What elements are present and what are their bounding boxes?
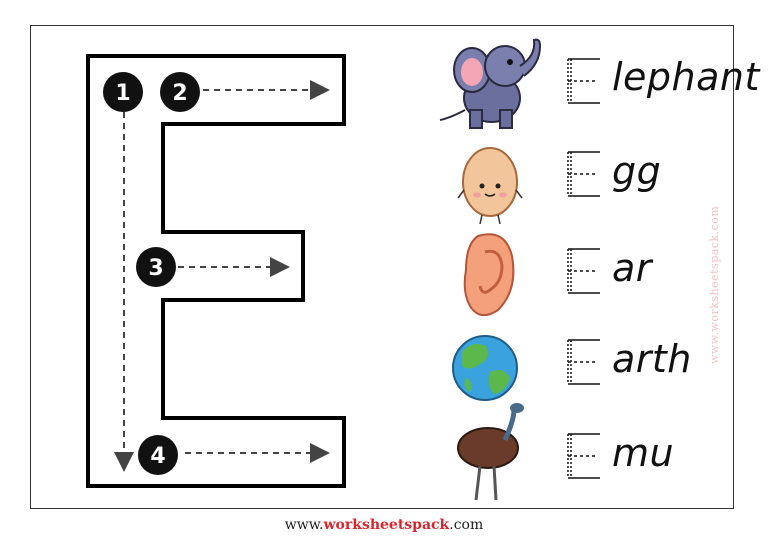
footer-url[interactable]: www.worksheetspack.com	[0, 517, 768, 533]
watermark-text: www.worksheetspack.com	[708, 205, 721, 365]
word-suffix-ear: ar	[612, 246, 652, 290]
footer-prefix: www.	[284, 517, 324, 533]
word-suffix-elephant: lephant	[612, 55, 760, 99]
footer-brand: worksheetspack	[323, 517, 450, 533]
trace-e-2	[567, 151, 600, 197]
footer-suffix: .com	[449, 517, 484, 533]
step-number: 2	[172, 81, 187, 106]
ear-picture	[463, 233, 515, 317]
step-badge-1: 1	[103, 72, 143, 112]
step-badge-4: 4	[138, 435, 178, 475]
earth-picture	[452, 335, 518, 401]
trace-e-4	[567, 339, 600, 385]
step-number: 4	[150, 444, 165, 469]
egg-picture	[457, 147, 523, 225]
step-number: 3	[148, 256, 163, 281]
step-badge-3: 3	[136, 247, 176, 287]
emu-picture	[457, 403, 524, 501]
step-number: 1	[115, 81, 130, 106]
word-suffix-earth: arth	[612, 337, 692, 381]
trace-e-1	[567, 58, 600, 104]
trace-e-5	[567, 433, 600, 479]
step-badge-2: 2	[160, 72, 200, 112]
trace-e-3	[567, 248, 600, 294]
word-suffix-egg: gg	[612, 149, 662, 193]
letter-e-outline	[86, 54, 346, 488]
elephant-picture	[439, 38, 542, 129]
word-suffix-emu: mu	[612, 431, 675, 475]
